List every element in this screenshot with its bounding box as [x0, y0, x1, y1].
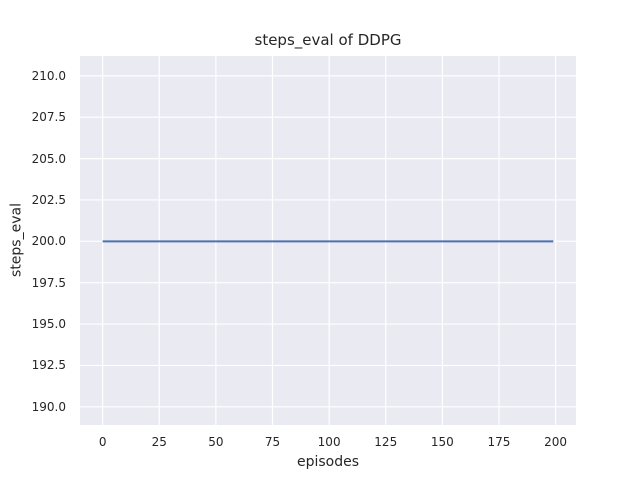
chart-title: steps_eval of DDPG [254, 31, 402, 49]
x-tick-label: 175 [487, 435, 511, 449]
plot-canvas [80, 56, 576, 425]
x-tick-label: 50 [208, 435, 224, 449]
y-tick-label: 210.0 [31, 68, 66, 83]
x-tick-label: 100 [317, 435, 341, 449]
plot-area [80, 56, 576, 425]
y-tick-label: 197.5 [31, 275, 66, 290]
x-tick-label: 200 [544, 435, 568, 449]
y-tick-label: 190.0 [31, 399, 66, 414]
x-tick-label: 0 [98, 435, 107, 449]
x-axis-label: episodes [296, 454, 360, 470]
y-tick-label: 192.5 [31, 358, 66, 373]
y-tick-label: 195.0 [31, 317, 66, 332]
y-tick-label: 205.0 [31, 151, 66, 166]
y-tick-label: 207.5 [31, 110, 66, 125]
x-tick-label: 25 [151, 435, 167, 449]
y-tick-label: 202.5 [31, 192, 66, 207]
x-tick-label: 150 [430, 435, 454, 449]
y-tick-label: 200.0 [31, 234, 66, 249]
x-tick-label: 125 [374, 435, 398, 449]
x-tick-label: 75 [264, 435, 281, 449]
